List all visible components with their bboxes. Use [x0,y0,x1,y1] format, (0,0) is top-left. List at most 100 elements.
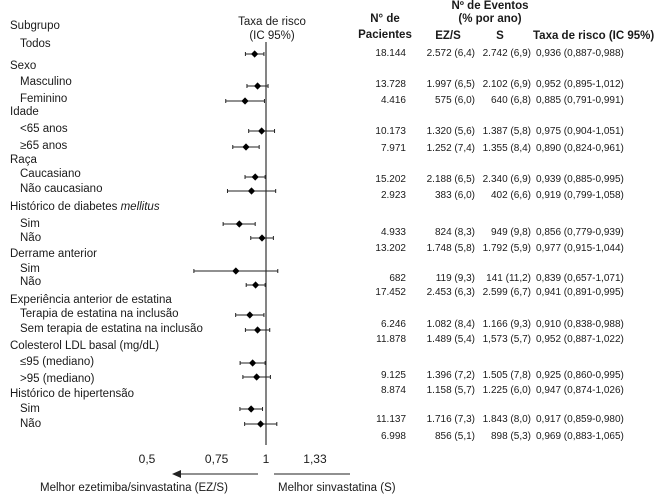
subgroup-item-label: Masculino [20,76,72,88]
subgroup-item-label: Não caucasiano [20,183,103,195]
favors-left-label: Melhor ezetimiba/sinvastatina (EZ/S) [40,482,228,494]
x-tick-label: 1 [262,452,270,466]
subgroup-item-label: Sem terapia de estatina na inclusão [20,323,203,335]
ezs-events-cell: 1.997 (6,5) [426,79,475,90]
patients-header: N° de Pacientes [350,13,420,42]
x-tick-label: 0,5 [138,452,156,466]
patients-cell: 15.202 [375,174,406,185]
hazard-ratio-marker [247,405,255,413]
ezs-events-cell: 1.748 (5,8) [426,243,475,254]
events-header-line1: Nº de Eventos [451,0,529,12]
hazard-ratio-cell: 0,885 (0,791-0,991) [536,95,624,106]
hazard-ratio-cell: 0,919 (0,799-1,058) [536,190,624,201]
patients-cell: 6.998 [380,431,406,442]
ezs-events-cell: 1.489 (5,4) [426,334,475,345]
s-events-cell: 402 (6,6) [490,190,531,201]
hazard-ratio-cell: 0,839 (0,657-1,071) [536,273,624,284]
x-tick-label: 1,33 [303,452,327,466]
ezs-events-cell: 856 (5,1) [434,431,475,442]
events-header: Nº de Eventos (% por ano) [425,0,555,26]
subgroup-item-label: >95 (mediano) [20,373,95,385]
subgroup-item-label: Não [20,276,42,288]
hazard-ratio-marker [253,373,261,381]
subgroup-item-label: Sim [20,263,40,275]
plot-title-line2: (IC 95%) [249,30,295,42]
hazard-ratio-marker [253,82,262,90]
subgroup-item-label: Não [20,232,42,244]
patients-header-line1: N° de [370,13,400,25]
hazard-ratio-cell: 0,890 (0,824-0,961) [536,143,624,154]
s-events-cell: 2.340 (6,9) [482,174,531,185]
hazard-ratio-cell: 0,936 (0,887-0,988) [536,48,624,59]
subgroup-item-label: Todos [20,38,51,50]
hazard-ratio-marker [256,420,265,428]
subgroup-item-label: Feminino [20,93,68,105]
subgroup-category-label: Histórico de diabetes mellitus [10,201,160,213]
hazard-ratio-marker [232,267,240,275]
hazard-ratio-marker [247,187,256,195]
events-header-line2: (% por ano) [458,13,522,25]
s-header: S [496,30,504,42]
hazard-ratio-cell: 0,939 (0,885-0,995) [536,174,624,185]
hazard-ratio-marker [246,311,254,319]
ezs-events-cell: 1.396 (7,2) [426,370,475,381]
subgroup-item-label: Não [20,418,42,430]
patients-cell: 13.728 [375,79,406,90]
s-events-cell: 640 (6,8) [490,95,531,106]
s-events-cell: 2.599 (6,7) [482,287,531,298]
hazard-ratio-cell: 0,952 (0,895-1,012) [536,79,624,90]
s-events-cell: 1.843 (8,0) [482,414,531,425]
subgroup-item-label: ≥65 anos [20,140,68,152]
s-events-cell: 1.792 (5,9) [482,243,531,254]
hazard-ratio-marker [241,97,249,105]
subgroup-category-label: Raça [10,154,37,166]
patients-cell: 11.137 [376,414,406,425]
hazard-ratio-marker [242,143,250,151]
x-tick-label: 0,75 [204,452,229,466]
patients-cell: 7.971 [380,143,406,154]
subgroup-category-label: Derrame anterior [10,248,97,260]
patients-header-line2: Pacientes [358,29,412,41]
hazard-ratio-marker [249,359,257,367]
subgroup-category-label: Idade [10,106,39,118]
s-events-cell: 2.102 (6,9) [482,79,531,90]
s-events-cell: 1.355 (8,4) [482,143,531,154]
subgroup-category-label: Histórico de hipertensão [10,388,135,400]
ezs-events-cell: 1.716 (7,3) [426,414,475,425]
s-events-cell: 1.387 (5,8) [482,126,531,137]
patients-cell: 4.933 [380,227,406,238]
patients-cell: 4.416 [380,95,406,106]
subgroup-item-label: Terapia de estatina na inclusão [20,308,179,320]
ezs-events-cell: 2.188 (6,5) [426,174,475,185]
subgroup-item-label: <65 anos [20,123,68,135]
patients-cell: 8.874 [380,385,406,396]
ezs-events-cell: 1.252 (7,4) [426,143,475,154]
subgroup-category-label: Subgrupo [10,20,60,32]
patients-cell: 10.173 [375,126,406,137]
s-events-cell: 1.166 (9,3) [482,319,531,330]
hazard-ratio-cell: 0,910 (0,838-0,988) [536,319,624,330]
s-events-cell: 1.505 (7,8) [482,370,531,381]
s-events-cell: 2.742 (6,9) [482,48,531,59]
ezs-events-cell: 575 (6,0) [434,95,475,106]
ezs-header: EZ/S [435,30,461,42]
ezs-events-cell: 1.320 (5,6) [426,126,475,137]
favors-left-arrow-head [172,470,181,478]
patients-cell: 13.202 [375,243,406,254]
hazard-ratio-marker [251,173,259,181]
ezs-events-cell: 2.453 (6,3) [426,287,475,298]
patients-cell: 9.125 [380,370,406,381]
patients-cell: 682 [389,273,406,284]
s-events-cell: 141 (11,2) [486,273,531,284]
ezs-events-cell: 1.082 (8,4) [426,319,475,330]
hazard-ratio-cell: 0,969 (0,883-1,065) [536,431,624,442]
patients-cell: 17.452 [375,287,406,298]
hazard-ratio-cell: 0,925 (0,860-0,995) [536,370,624,381]
s-events-cell: 949 (9,8) [490,227,531,238]
subgroup-category-label: Colesterol LDL basal (mg/dL) [10,340,160,352]
subgroup-item-label: Sim [20,218,40,230]
hazard-ratio-marker [258,234,266,242]
s-events-cell: 898 (5,3) [490,431,531,442]
subgroup-category-label: Sexo [10,60,37,72]
